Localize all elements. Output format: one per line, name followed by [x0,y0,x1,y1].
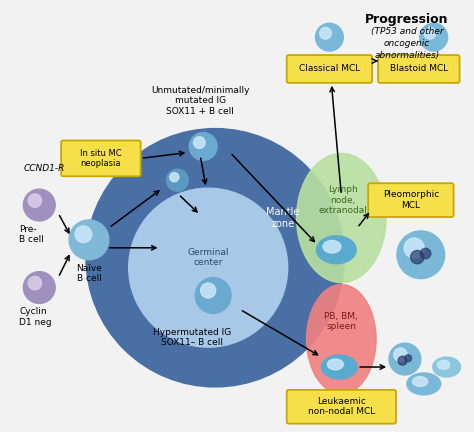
Circle shape [389,343,421,375]
Ellipse shape [328,359,344,370]
Circle shape [398,356,407,365]
Circle shape [166,169,188,191]
FancyBboxPatch shape [368,183,454,217]
Text: CCND1-R: CCND1-R [23,164,65,173]
Circle shape [195,278,231,313]
Circle shape [69,220,109,260]
Text: (TP53 and other: (TP53 and other [371,27,443,36]
Text: Classical MCL: Classical MCL [299,64,360,73]
Text: Germinal
center: Germinal center [187,248,229,267]
Ellipse shape [307,285,376,394]
Text: Pre-
B cell: Pre- B cell [19,225,44,245]
FancyBboxPatch shape [287,55,372,83]
Circle shape [397,231,445,279]
Text: Progression: Progression [365,13,449,26]
Circle shape [394,348,407,361]
Circle shape [28,194,42,207]
Circle shape [201,283,216,298]
Circle shape [316,23,343,51]
Circle shape [129,188,288,347]
Circle shape [410,251,424,264]
FancyBboxPatch shape [61,140,141,176]
Circle shape [23,272,55,303]
Text: oncogenic: oncogenic [384,39,430,48]
FancyBboxPatch shape [287,390,396,424]
Text: Pleomorphic
MCL: Pleomorphic MCL [383,191,439,210]
Text: Cyclin
D1 neg: Cyclin D1 neg [19,308,52,327]
Ellipse shape [433,357,461,377]
Text: abnormalities): abnormalities) [374,51,439,60]
Circle shape [319,27,331,39]
Ellipse shape [412,377,428,387]
Ellipse shape [297,153,386,283]
Circle shape [170,172,179,182]
Circle shape [193,137,205,149]
Text: Blastoid MCL: Blastoid MCL [390,64,448,73]
Circle shape [420,23,447,51]
Ellipse shape [321,355,357,379]
Ellipse shape [323,241,341,253]
Text: In situ MC
neoplasia: In situ MC neoplasia [80,149,122,168]
Circle shape [23,189,55,221]
Ellipse shape [407,373,441,395]
Circle shape [86,129,344,387]
Circle shape [404,238,424,258]
Ellipse shape [317,236,356,264]
Ellipse shape [438,360,450,369]
Text: Leukaemic
non-nodal MCL: Leukaemic non-nodal MCL [308,397,375,416]
FancyBboxPatch shape [378,55,460,83]
Circle shape [405,355,411,362]
Circle shape [189,133,217,160]
Circle shape [75,226,92,243]
Circle shape [28,276,42,290]
Text: Mantle
zone: Mantle zone [266,207,300,229]
Text: Naïve
B cell: Naïve B cell [76,264,102,283]
Circle shape [420,248,431,259]
Circle shape [424,27,436,39]
Text: Lymph
node,
extranodal: Lymph node, extranodal [319,185,368,215]
Text: Unmutated/minimally
mutated IG
SOX11 + B cell: Unmutated/minimally mutated IG SOX11 + B… [151,86,249,116]
Text: PB, BM,
spleen: PB, BM, spleen [324,311,358,331]
Text: Hypermutated IG
SOX11– B cell: Hypermutated IG SOX11– B cell [153,327,231,347]
